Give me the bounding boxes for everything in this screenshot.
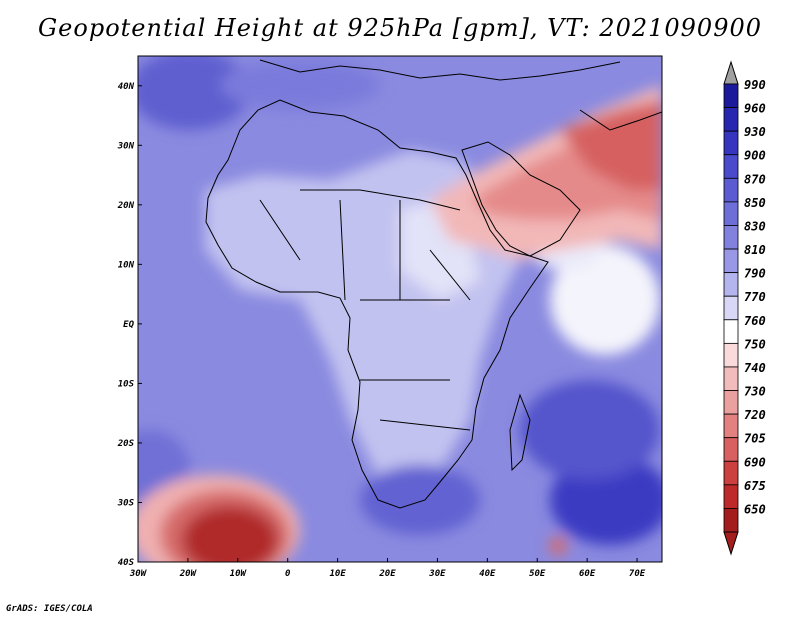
colorbar-swatch [723, 107, 739, 132]
lat-label: 20S [117, 439, 135, 449]
africa-coast [205, 99, 549, 509]
lon-label: 10W [230, 569, 248, 579]
lat-label: 40N [118, 82, 135, 92]
europe-coast [259, 59, 621, 81]
colorbar-swatch [723, 177, 739, 203]
madagascar [509, 393, 531, 472]
colorbar-swatch [723, 201, 739, 226]
lon-label: 0 [285, 569, 291, 579]
arabia-coast [461, 141, 581, 257]
longitude-labels: 30W 20W 10W 0 10E 20E 30E 40E 50E 60E 70E [129, 558, 646, 579]
colorbar-swatch [723, 295, 739, 321]
map-title: Geopotential Height at 925hPa [gpm], VT:… [38, 14, 762, 42]
colorbar-swatch [723, 390, 739, 415]
sahel-border [300, 189, 461, 211]
colorbar-swatch [723, 342, 739, 368]
colorbar-label: 705 [744, 432, 766, 446]
colorbar-label: 900 [744, 149, 766, 163]
colorbar-label: 930 [744, 125, 766, 139]
lon-label: 20E [378, 569, 396, 579]
lon-label: 50E [529, 569, 546, 579]
colorbar-label: 760 [744, 314, 766, 328]
country-borders [259, 199, 471, 431]
colorbar-swatch [723, 508, 739, 533]
colorbar-swatch [723, 437, 739, 462]
colorbar-label: 690 [744, 455, 766, 469]
colorbar-swatch [723, 484, 739, 509]
colorbar: 990 960 930 900 870 850 830 810 790 770 760 750 740 7… [723, 60, 766, 556]
colorbar-swatch [723, 460, 739, 486]
colorbar-label: 810 [744, 243, 766, 257]
colorbar-swatch [723, 413, 739, 439]
lon-label: 30W [129, 569, 148, 579]
lon-label: 20W [179, 569, 198, 579]
lat-label: EQ [123, 320, 134, 330]
lat-label: 30N [117, 141, 135, 151]
coastlines [205, 59, 662, 509]
lat-label: 40S [118, 558, 135, 568]
lat-label: 20N [117, 201, 135, 211]
lat-label: 30S [117, 498, 135, 508]
colorbar-swatch [723, 154, 739, 179]
lat-label: 10S [118, 379, 135, 389]
colorbar-label: 675 [744, 479, 766, 493]
latitude-labels: 40N 30N 20N 10N EQ 10S 20S 30S 40S [117, 82, 142, 568]
colorbar-swatch [723, 83, 739, 108]
colorbar-label: 650 [744, 502, 766, 516]
colorbar-label: 740 [744, 361, 766, 375]
credit-text: GrADS: IGES/COLA [6, 604, 93, 614]
lat-label: 10N [118, 260, 135, 270]
asia-border [579, 109, 662, 131]
colorbar-label: 750 [744, 337, 766, 351]
lon-label: 10E [329, 569, 346, 579]
lon-label: 70E [629, 569, 646, 579]
colorbar-swatch [723, 272, 739, 297]
colorbar-label: 770 [744, 290, 766, 304]
colorbar-label: 790 [744, 267, 766, 281]
colorbar-swatch [723, 319, 739, 344]
colorbar-swatch [723, 248, 739, 274]
colorbar-label: 830 [744, 219, 766, 233]
colorbar-top-arrow [723, 60, 739, 85]
colorbar-label: 990 [744, 78, 766, 92]
colorbar-label: 850 [744, 196, 766, 210]
colorbar-swatch [723, 130, 739, 156]
colorbar-swatch [723, 366, 739, 391]
lon-label: 60E [579, 569, 596, 579]
colorbar-label: 870 [744, 172, 766, 186]
colorbar-swatch [723, 225, 739, 250]
colorbar-label: 720 [744, 408, 766, 422]
plot-frame [137, 55, 663, 563]
colorbar-bottom-arrow [723, 531, 739, 556]
colorbar-label: 960 [744, 102, 766, 116]
colorbar-label: 730 [744, 385, 766, 399]
lon-label: 30E [428, 569, 446, 579]
lon-label: 40E [479, 569, 496, 579]
